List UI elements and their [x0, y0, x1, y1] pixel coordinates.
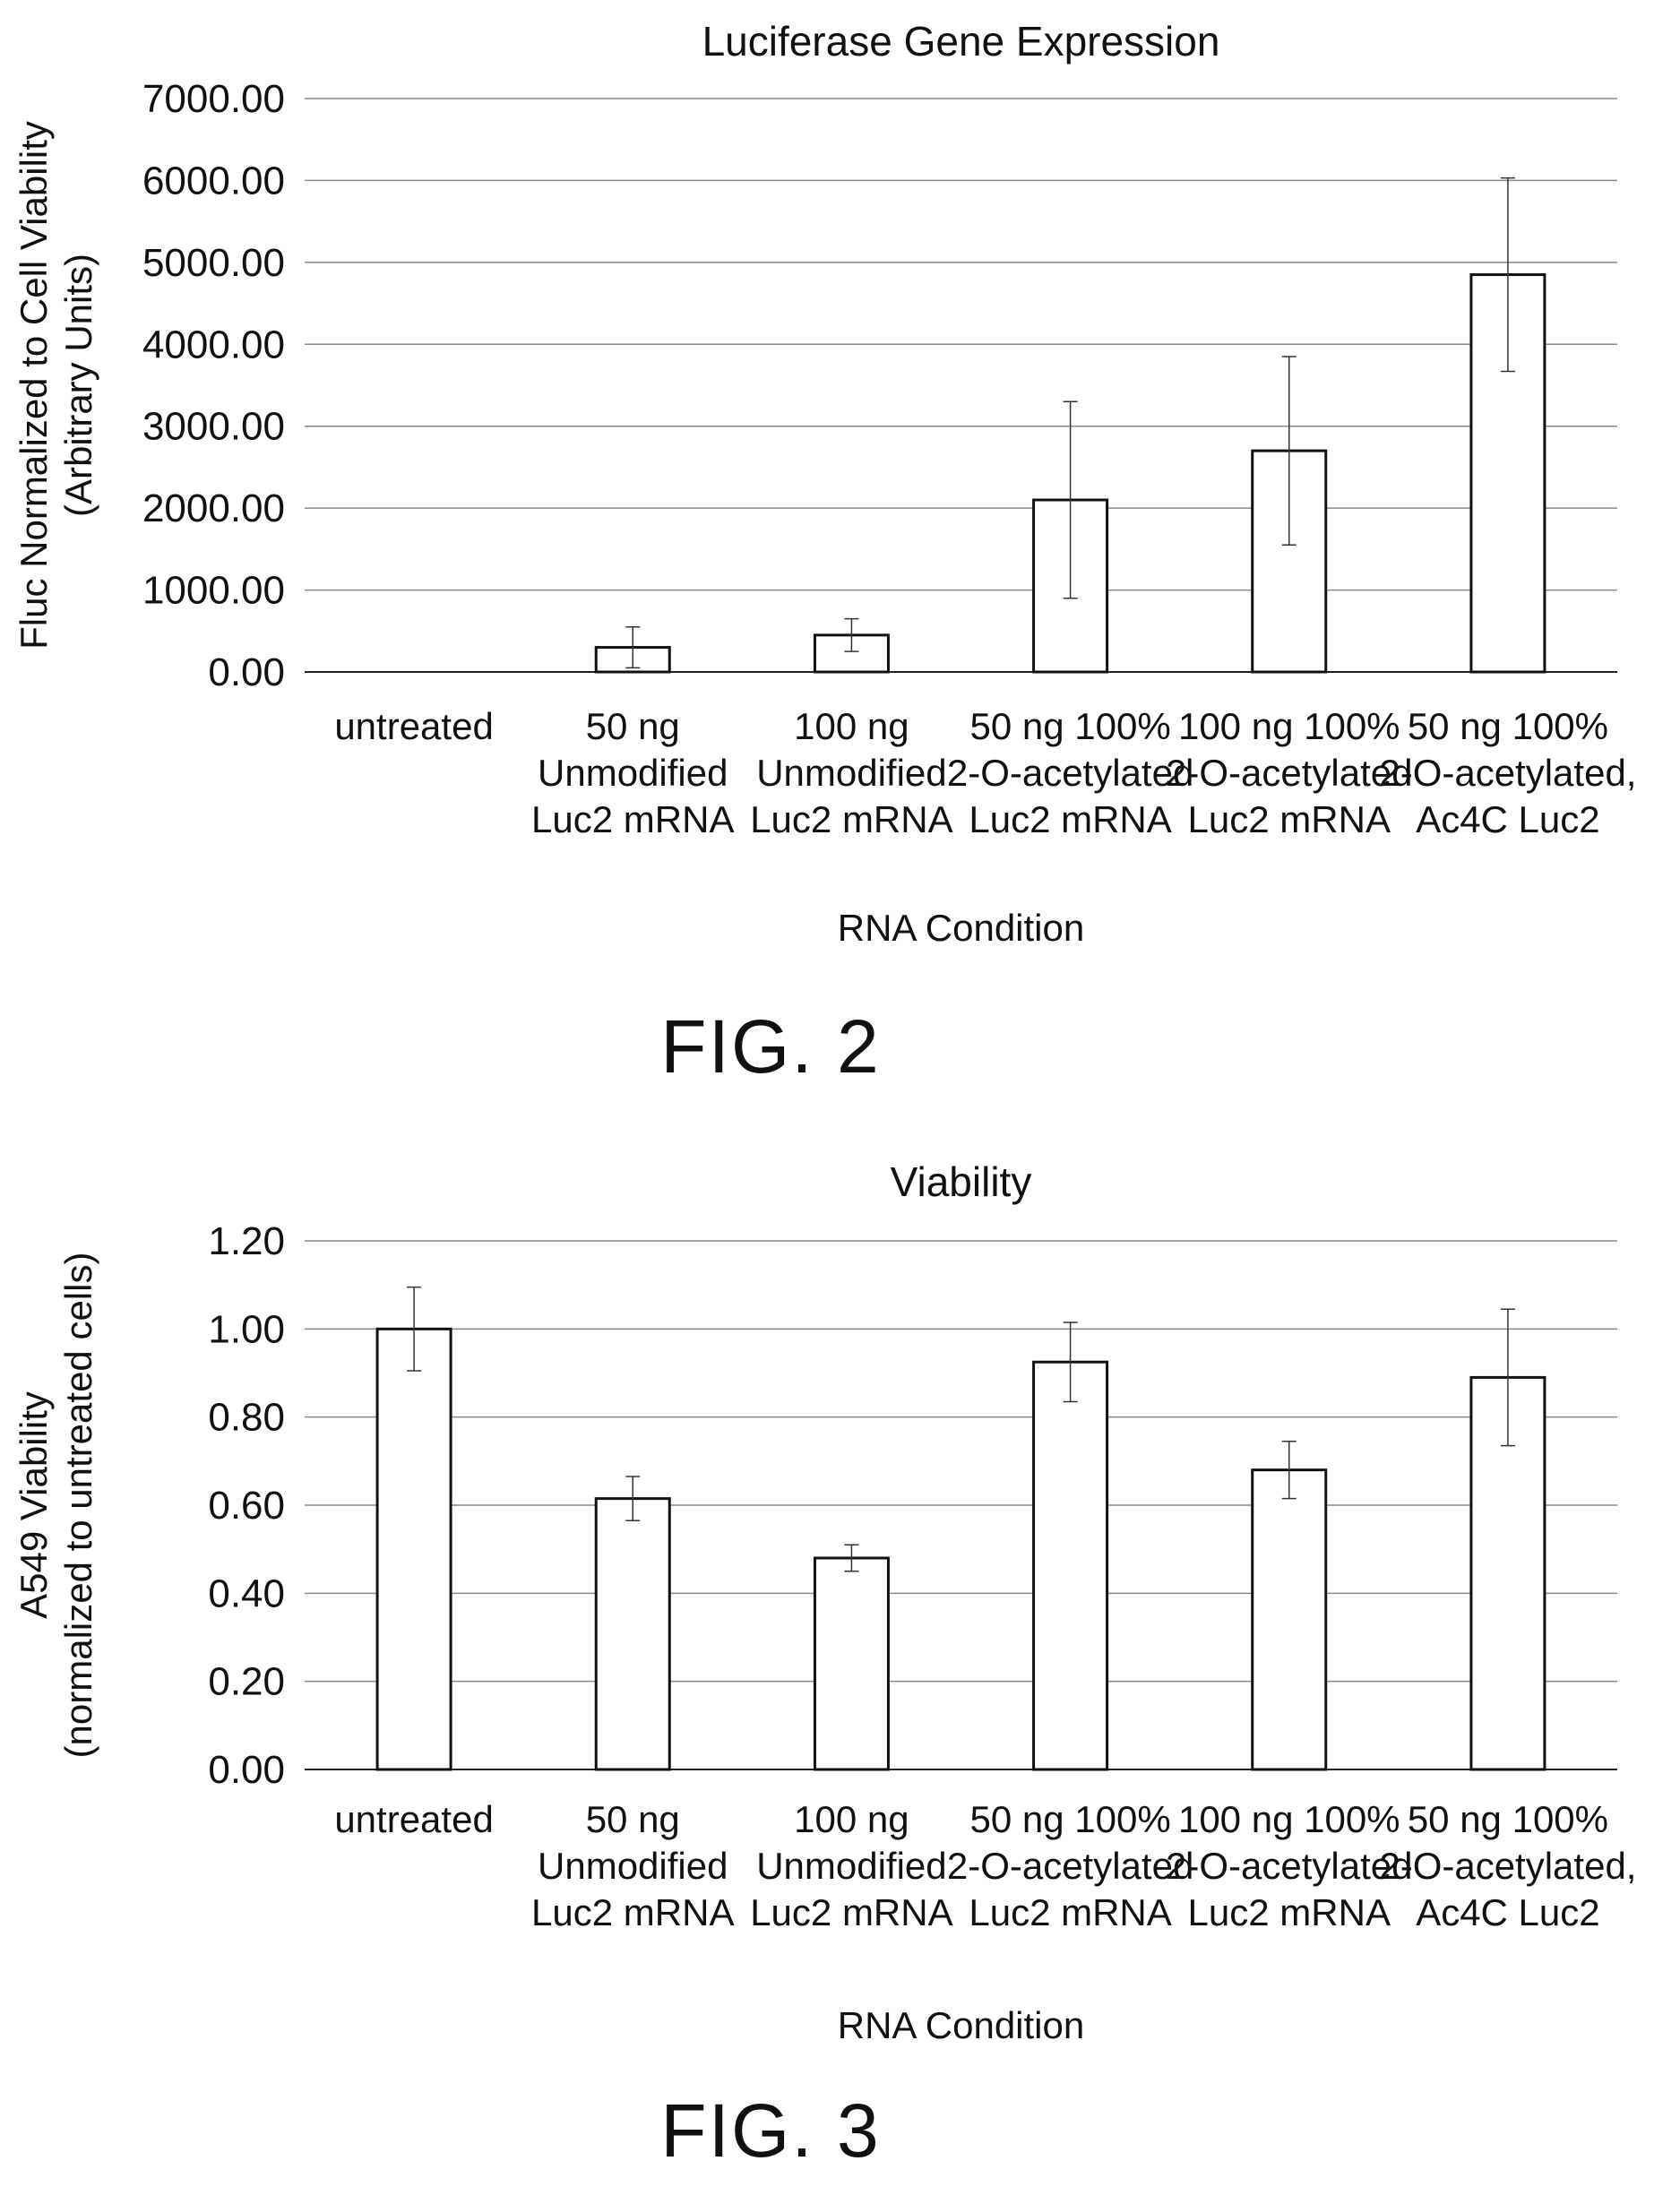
bar	[1251, 1468, 1328, 1771]
bar	[594, 1497, 671, 1771]
y-tick-label: 0.00	[208, 1748, 285, 1792]
y-tick-label: 0.60	[208, 1484, 285, 1528]
category-label: 100 ng Unmodified Luc2 mRNA	[750, 705, 952, 840]
fig2-chart: Luciferase Gene Expression 0.00 1000.00 200…	[13, 18, 1636, 949]
bar	[1469, 273, 1546, 674]
x-axis-title: RNA Condition	[838, 907, 1084, 949]
category-label: untreated	[334, 1798, 493, 1840]
y-tick-label: 5000.00	[142, 241, 285, 285]
bar	[813, 1556, 890, 1771]
y-tick-label: 2000.00	[142, 486, 285, 530]
y-tick-label: 3000.00	[142, 405, 285, 449]
y-tick-label: 0.00	[208, 650, 285, 694]
y-tick-label: 1.20	[208, 1219, 285, 1263]
chart-title: Luciferase Gene Expression	[702, 18, 1220, 65]
y-tick-label: 4000.00	[142, 323, 285, 366]
y-tick-label: 0.40	[208, 1571, 285, 1615]
chart-title: Viability	[891, 1158, 1032, 1205]
y-tick-label: 0.80	[208, 1396, 285, 1440]
y-tick-label: 6000.00	[142, 159, 285, 202]
fig3-chart: Viability 0.00 0.20 0.40 0.60 0.80 1.00 1.20 unt…	[13, 1158, 1636, 2046]
fig2-label: FIG. 2	[660, 1004, 881, 1089]
category-label: 50 ng 100% 2-O-acetylated, Ac4C Luc2	[1379, 1798, 1636, 1933]
category-label: untreated	[334, 705, 493, 747]
y-axis-title: Fluc Normalized to Cell Viability(Arbitr…	[13, 121, 99, 650]
category-label: 100 ng Unmodified Luc2 mRNA	[750, 1798, 952, 1933]
y-tick-label: 1.00	[208, 1307, 285, 1351]
y-tick-label: 0.20	[208, 1660, 285, 1704]
y-tick-label: 1000.00	[142, 569, 285, 613]
bar	[1032, 1360, 1109, 1771]
category-label: 50 ng Unmodified Luc2 mRNA	[531, 1798, 734, 1933]
category-label: 100 ng 100% 2-O-acetylated Luc2 mRNA	[1166, 705, 1412, 840]
y-axis-title: A549 Viability(normalized to untreated c…	[13, 1253, 99, 1759]
category-label: 100 ng 100% 2-O-acetylated Luc2 mRNA	[1166, 1798, 1412, 1933]
category-label: 50 ng 100% 2-O-acetylated, Ac4C Luc2	[1379, 705, 1636, 840]
category-label: 50 ng 100% 2-O-acetylated Luc2 mRNA	[947, 705, 1193, 840]
fig3-label: FIG. 3	[660, 2088, 881, 2173]
category-label: 50 ng 100% 2-O-acetylated Luc2 mRNA	[947, 1798, 1193, 1933]
bar	[375, 1327, 452, 1771]
x-axis-title: RNA Condition	[838, 2004, 1084, 2046]
y-tick-label: 7000.00	[142, 77, 285, 121]
category-label: 50 ng Unmodified Luc2 mRNA	[531, 705, 734, 840]
